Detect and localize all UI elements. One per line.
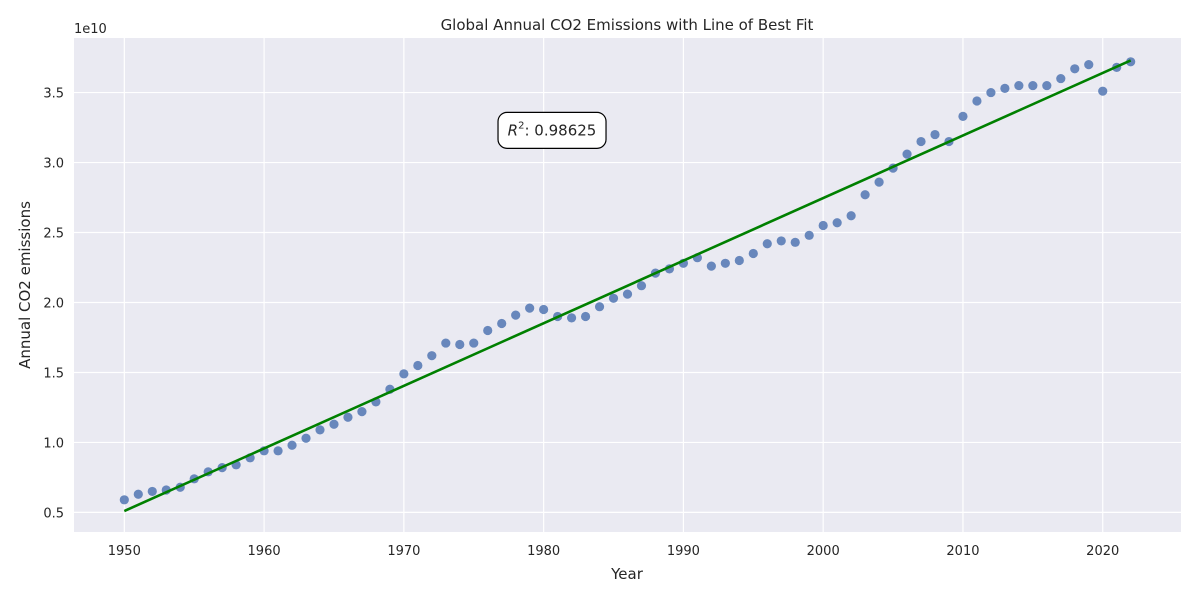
data-point (790, 237, 800, 247)
data-point (427, 351, 437, 361)
data-point (287, 440, 297, 450)
data-point (399, 369, 409, 379)
data-point (133, 489, 143, 499)
fit-line-layer (123, 59, 1132, 513)
y-tick-label: 0.5 (43, 506, 64, 521)
data-point (972, 96, 982, 106)
data-point (748, 248, 758, 259)
data-point (762, 239, 772, 249)
data-point (818, 220, 828, 231)
x-tick-label: 2010 (946, 544, 979, 559)
data-point (1056, 73, 1066, 84)
x-axis-label: Year (610, 565, 644, 583)
data-point (1028, 80, 1038, 91)
data-point (832, 218, 842, 228)
data-point (580, 311, 591, 322)
y-axis-label: Annual CO2 emissions (16, 201, 34, 369)
data-point (147, 486, 157, 497)
annotation-box (497, 111, 607, 149)
data-point (497, 318, 507, 329)
data-point (706, 261, 716, 271)
data-point (1014, 80, 1024, 91)
grid (74, 38, 1181, 532)
data-point (860, 190, 870, 200)
data-point (986, 87, 996, 98)
data-point (930, 129, 940, 140)
data-point (119, 495, 129, 505)
data-point (1042, 80, 1052, 91)
data-point (1070, 64, 1080, 74)
x-tick-label: 1950 (108, 544, 141, 559)
data-point (315, 425, 325, 435)
data-point (720, 258, 730, 268)
data-point (539, 304, 549, 315)
y-axis-offset-label: 1e10 (74, 22, 107, 37)
data-point (483, 325, 493, 336)
data-point (804, 230, 814, 240)
x-tick-label: 1970 (387, 544, 420, 559)
data-point (1000, 83, 1010, 93)
data-point (329, 419, 339, 429)
data-point (846, 211, 856, 221)
chart-title: Global Annual CO2 Emissions with Line of… (441, 16, 814, 34)
data-point (301, 433, 311, 443)
x-axis-ticks: 1950 1960 1970 1980 1990 2000 2010 2020 (108, 544, 1120, 559)
data-point (525, 303, 535, 313)
data-point (413, 360, 423, 371)
x-tick-label: 1980 (527, 544, 560, 559)
data-point (776, 236, 786, 246)
x-tick-label: 1960 (248, 544, 281, 559)
data-point (636, 281, 647, 291)
y-axis-ticks: 0.5 1.0 1.5 2.0 2.5 3.0 3.5 (43, 87, 64, 522)
annotation-text: R2: 0.98625 (508, 120, 597, 139)
x-tick-label: 1990 (667, 544, 700, 559)
data-point (441, 338, 451, 348)
data-point (455, 339, 465, 350)
data-point (622, 289, 633, 299)
r-squared-annotation: R2: 0.98625 (497, 111, 607, 149)
x-tick-label: 2000 (807, 544, 840, 559)
data-point (1084, 59, 1094, 70)
y-tick-label: 3.5 (43, 87, 64, 102)
y-tick-label: 2.0 (43, 296, 64, 311)
data-point (273, 446, 283, 456)
data-point (469, 338, 479, 348)
data-point (916, 136, 926, 147)
data-point (594, 302, 605, 312)
data-point (902, 149, 912, 159)
y-tick-label: 1.0 (43, 436, 64, 451)
data-point (958, 111, 968, 121)
data-point (566, 313, 577, 323)
y-tick-label: 2.5 (43, 227, 64, 242)
data-point (608, 293, 619, 303)
x-tick-label: 2020 (1086, 544, 1119, 559)
y-tick-label: 1.5 (43, 366, 64, 381)
data-point (343, 412, 353, 422)
best-fit-line (123, 59, 1132, 513)
data-point (357, 407, 367, 417)
data-point (511, 310, 521, 320)
y-tick-label: 3.0 (43, 157, 64, 172)
data-point (1098, 86, 1108, 96)
data-point (874, 177, 884, 187)
data-point (734, 255, 744, 266)
